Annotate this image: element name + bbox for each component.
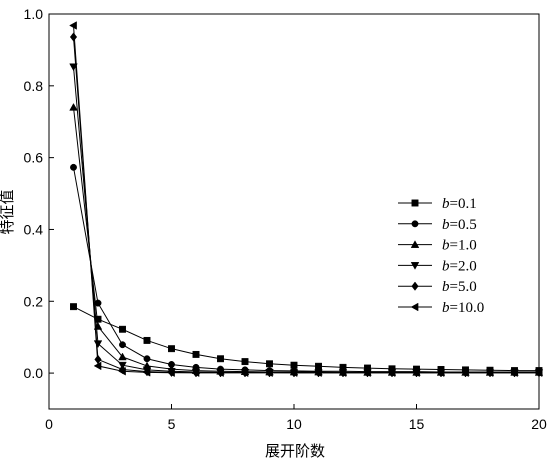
data-point — [70, 163, 77, 171]
data-point — [119, 341, 126, 349]
x-tick-label: 0 — [45, 416, 53, 432]
data-point — [485, 368, 494, 377]
y-tick-label: 0.6 — [24, 150, 44, 166]
data-point — [412, 368, 420, 377]
series-0 — [70, 303, 543, 375]
data-point — [241, 358, 249, 366]
legend-label: b=5.0 — [442, 279, 477, 295]
legend-value: =5.0 — [450, 279, 477, 295]
legend-marker — [411, 199, 419, 207]
data-point — [118, 367, 126, 376]
data-point — [192, 350, 200, 358]
data-point — [69, 32, 78, 42]
y-tick-label: 0.4 — [24, 221, 44, 237]
data-point — [461, 368, 469, 377]
legend-entry: b=0.1 — [398, 196, 477, 212]
legend-label: b=0.1 — [442, 196, 477, 212]
legend-variable: b — [442, 300, 450, 316]
y-tick-label: 0.0 — [24, 365, 44, 381]
data-point — [168, 345, 175, 353]
data-point — [290, 361, 298, 369]
legend-variable: b — [442, 238, 450, 254]
data-point — [191, 368, 200, 377]
data-point — [143, 336, 151, 344]
legend-label: b=1.0 — [442, 238, 477, 254]
legend-marker — [411, 281, 419, 291]
legend-marker — [410, 262, 420, 270]
x-tick-label: 10 — [286, 416, 302, 432]
legend-entry: b=0.5 — [398, 217, 477, 233]
data-point — [436, 368, 445, 377]
data-point — [119, 325, 126, 333]
legend-variable: b — [442, 217, 450, 233]
legend-value: =0.1 — [450, 196, 477, 212]
data-point — [93, 361, 102, 371]
legend: b=0.1b=0.5b=1.0b=2.0b=5.0b=10.0 — [398, 196, 484, 316]
data-point — [217, 355, 224, 363]
data-point — [69, 103, 78, 111]
data-point — [69, 21, 77, 30]
y-tick-label: 0.8 — [24, 78, 44, 94]
legend-value: =10.0 — [450, 300, 485, 316]
legend-label: b=2.0 — [442, 258, 477, 274]
data-point — [167, 368, 175, 377]
data-point — [118, 352, 127, 361]
data-point — [216, 368, 224, 377]
x-tick-label: 5 — [168, 416, 176, 432]
legend-marker — [411, 220, 419, 228]
legend-value: =1.0 — [450, 238, 477, 254]
legend-entry: b=2.0 — [398, 258, 477, 274]
legend-variable: b — [442, 258, 450, 274]
data-point — [70, 303, 77, 311]
axes: 0 5 10 15 20 0.0 0.2 0.4 0.6 0.8 1.0 — [24, 6, 547, 432]
legend-entry: b=10.0 — [398, 300, 484, 316]
data-point — [314, 368, 322, 377]
data-point — [289, 368, 298, 377]
y-axis-label: 特征值 — [0, 189, 16, 234]
data-point — [265, 368, 273, 377]
series-line — [73, 306, 539, 372]
legend-label: b=10.0 — [442, 300, 484, 316]
data-point — [387, 368, 396, 377]
legend-entry: b=5.0 — [398, 279, 477, 295]
data-point — [363, 368, 371, 377]
legend-marker — [410, 302, 419, 312]
data-point — [534, 368, 543, 377]
legend-entry: b=1.0 — [398, 238, 477, 254]
legend-value: =0.5 — [450, 217, 477, 233]
legend-label: b=0.5 — [442, 217, 477, 233]
series-layer — [69, 21, 544, 378]
x-tick-label: 15 — [409, 416, 425, 432]
data-point — [510, 368, 518, 377]
data-point — [143, 355, 151, 363]
legend-marker — [410, 240, 420, 248]
x-axis-label: 展开阶数 — [265, 442, 325, 460]
legend-value: =2.0 — [450, 258, 477, 274]
data-point — [142, 368, 151, 377]
series-5 — [69, 21, 543, 377]
legend-variable: b — [442, 279, 450, 295]
legend-variable: b — [442, 196, 450, 212]
y-tick-label: 1.0 — [24, 6, 44, 22]
x-tick-label: 20 — [531, 416, 547, 432]
data-point — [240, 368, 249, 377]
data-point — [338, 368, 347, 377]
data-point — [266, 360, 273, 368]
y-tick-label: 0.2 — [24, 293, 44, 309]
